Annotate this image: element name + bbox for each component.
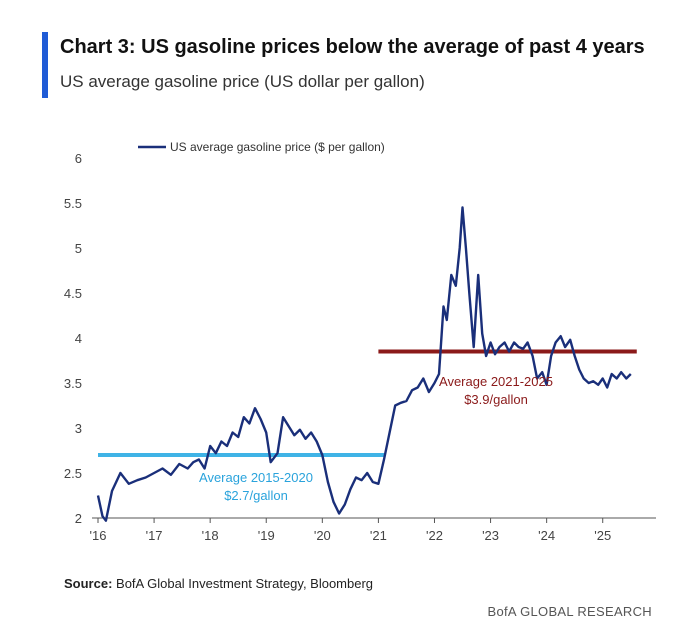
x-tick-label: '16: [90, 528, 107, 543]
average-2021-2025-value: $3.9/gallon: [464, 392, 528, 407]
y-tick-label: 2: [75, 511, 82, 526]
brand-footer: BofA GLOBAL RESEARCH: [487, 604, 652, 619]
x-tick-label: '22: [426, 528, 443, 543]
x-tick-label: '20: [314, 528, 331, 543]
source-note: Source: BofA Global Investment Strategy,…: [64, 576, 373, 591]
y-tick-label: 4.5: [64, 286, 82, 301]
chart-title: Chart 3: US gasoline prices below the av…: [60, 36, 645, 58]
average-2021-2025-label: Average 2021-2025: [439, 374, 553, 389]
legend-label: US average gasoline price ($ per gallon): [170, 140, 385, 154]
y-tick-label: 2.5: [64, 466, 82, 481]
y-tick-label: 5: [75, 241, 82, 256]
average-2015-2020-label: Average 2015-2020: [199, 470, 313, 485]
series-line-gasoline-price: [96, 206, 632, 522]
y-tick-label: 3.5: [64, 376, 82, 391]
average-2015-2020-value: $2.7/gallon: [224, 488, 288, 503]
y-tick-label: 4: [75, 331, 82, 346]
x-tick-label: '17: [146, 528, 163, 543]
x-tick-label: '18: [202, 528, 219, 543]
x-tick-label: '19: [258, 528, 275, 543]
x-tick-label: '23: [482, 528, 499, 543]
x-tick-label: '21: [370, 528, 387, 543]
source-text: BofA Global Investment Strategy, Bloombe…: [116, 576, 374, 591]
x-tick-label: '24: [538, 528, 555, 543]
title-accent-bar: [42, 32, 48, 98]
y-tick-label: 3: [75, 421, 82, 436]
x-tick-label: '25: [594, 528, 611, 543]
y-tick-label: 5.5: [64, 196, 82, 211]
chart-subtitle: US average gasoline price (US dollar per…: [60, 72, 425, 91]
y-tick-label: 6: [75, 151, 82, 166]
source-label: Source:: [64, 576, 113, 591]
